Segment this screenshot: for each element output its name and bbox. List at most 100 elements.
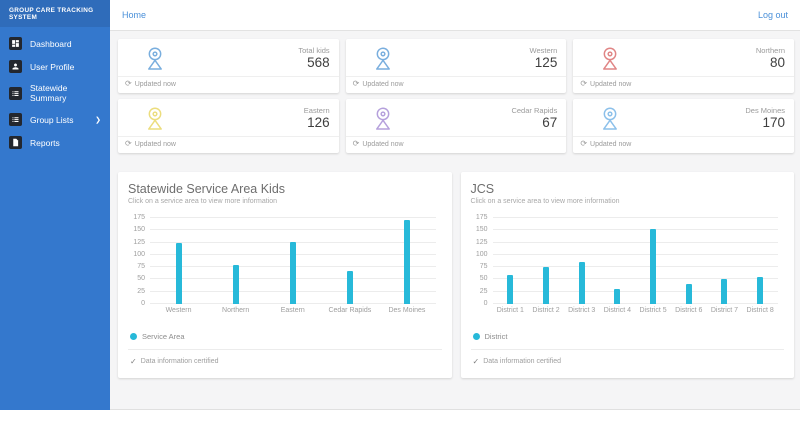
stat-card-eastern[interactable]: Eastern 126 ⟳ Updated now <box>118 99 339 153</box>
x-axis-label: District 4 <box>603 307 632 314</box>
stat-card-label: Des Moines <box>745 106 785 115</box>
gridline: 75 <box>480 263 778 270</box>
updated-text: Updated now <box>590 140 632 148</box>
bar-northern[interactable] <box>232 264 239 304</box>
bar-cedar-rapids[interactable] <box>346 271 353 304</box>
plot-area: 0 25 50 75 100 125 150 175 <box>133 214 436 307</box>
bar-district-5[interactable] <box>650 229 657 304</box>
stat-card-value: 568 <box>307 55 330 70</box>
refresh-icon: ⟳ <box>125 139 132 148</box>
x-axis-label: Cedar Rapids <box>328 307 372 314</box>
divider <box>573 136 794 137</box>
x-axis-label: District 8 <box>746 307 774 314</box>
bar-western[interactable] <box>175 242 182 304</box>
y-axis-tick: 125 <box>133 238 145 246</box>
refresh-icon: ⟳ <box>580 139 588 148</box>
legend-dot <box>472 333 480 340</box>
document-icon <box>9 136 22 149</box>
bar-district-4[interactable] <box>614 289 621 304</box>
bar-district-6[interactable] <box>685 284 692 304</box>
refresh-icon: ⟳ <box>352 139 360 148</box>
location-pin-icon <box>599 45 621 77</box>
y-axis-tick: 50 <box>137 275 145 283</box>
gridline: 175 <box>476 214 778 221</box>
updated-status: ⟳ Updated now <box>125 140 176 148</box>
sidebar-item-label: Reports <box>30 137 60 148</box>
gridline: 25 <box>480 288 778 295</box>
location-pin-icon <box>144 45 166 77</box>
x-axis-label: District 5 <box>639 307 667 314</box>
bar-district-7[interactable] <box>721 279 728 304</box>
x-axis-label: District 7 <box>710 307 739 314</box>
x-axis-label: District 6 <box>675 307 703 314</box>
sidebar-item-group-lists[interactable]: Group Lists ❯ <box>0 108 110 131</box>
stat-card-northern[interactable]: Northern 80 ⟳ Updated now <box>573 39 794 93</box>
divider <box>345 136 567 137</box>
user-icon <box>9 60 22 73</box>
stat-card-cedar-rapids[interactable]: Cedar Rapids 67 ⟳ Updated now <box>345 99 567 153</box>
bar-district-3[interactable] <box>578 262 585 304</box>
check-icon: ✓ <box>130 357 137 366</box>
x-axis-label: District 1 <box>496 307 524 314</box>
sidebar-item-label: Group Lists <box>30 114 74 125</box>
chart-legend[interactable]: District <box>470 327 784 350</box>
divider <box>118 76 339 77</box>
updated-status: ⟳ Updated now <box>353 80 404 88</box>
dashboard-icon <box>9 37 22 50</box>
bar-district-8[interactable] <box>757 276 764 304</box>
plot-area: 0 25 50 75 100 125 150 175 <box>476 214 778 307</box>
updated-status: ⟳ Updated now <box>580 140 631 148</box>
gridline: 150 <box>133 226 436 233</box>
chart-footer: ✓ Data information certified <box>471 350 785 366</box>
x-axis-label: Western <box>165 307 192 314</box>
stat-card-label: Western <box>529 46 558 55</box>
chart-card-service-area: Statewide Service Area Kids Click on a s… <box>118 172 452 378</box>
bar-district-2[interactable] <box>543 267 550 304</box>
stat-card-value: 126 <box>307 115 330 130</box>
x-axis-label: Des Moines <box>388 307 426 314</box>
stat-card-western[interactable]: Western 125 ⟳ Updated now <box>345 39 567 93</box>
x-axis-label: Eastern <box>280 307 305 314</box>
charts-row: Statewide Service Area Kids Click on a s… <box>118 172 794 378</box>
chart-title: JCS <box>470 182 495 196</box>
gridline: 100 <box>476 251 778 258</box>
updated-text: Updated now <box>362 80 404 88</box>
y-axis-tick: 125 <box>475 238 488 246</box>
legend-label: District <box>484 332 508 341</box>
y-axis-tick: 100 <box>133 250 145 258</box>
check-icon: ✓ <box>472 357 480 366</box>
sidebar-item-reports[interactable]: Reports <box>0 131 110 154</box>
sidebar-item-statewide-summary[interactable]: Statewide Summary <box>0 78 110 108</box>
stat-card-value: 67 <box>542 115 558 130</box>
updated-text: Updated now <box>134 80 176 88</box>
chart-legend[interactable]: Service Area <box>128 327 442 350</box>
updated-status: ⟳ Updated now <box>353 140 404 148</box>
logout-link[interactable]: Log out <box>757 10 788 20</box>
refresh-icon: ⟳ <box>352 79 360 88</box>
legend-dot <box>130 333 137 340</box>
divider <box>118 136 339 137</box>
stat-card-total-kids[interactable]: Total kids 568 ⟳ Updated now <box>118 39 339 93</box>
list-icon <box>9 113 22 126</box>
sidebar-item-user-profile[interactable]: User Profile <box>0 55 110 78</box>
y-axis-tick: 50 <box>479 275 488 283</box>
chart-title: Statewide Service Area Kids <box>128 182 286 196</box>
y-axis-tick: 175 <box>133 214 145 221</box>
chart-subtitle: Click on a service area to view more inf… <box>128 198 278 205</box>
stat-card-des-moines[interactable]: Des Moines 170 ⟳ Updated now <box>573 99 794 153</box>
chevron-right-icon: ❯ <box>95 116 101 124</box>
bar-des-moines[interactable] <box>403 220 410 304</box>
bar-district-1[interactable] <box>507 274 514 304</box>
bar-eastern[interactable] <box>289 242 296 304</box>
stat-card-value: 125 <box>534 55 558 70</box>
divider <box>573 76 794 77</box>
x-axis-label: District 3 <box>568 307 596 314</box>
y-axis-tick: 150 <box>475 226 488 234</box>
stat-card-value: 80 <box>769 55 785 70</box>
stat-card-label: Cedar Rapids <box>511 106 558 115</box>
y-axis-tick: 25 <box>479 287 488 295</box>
topbar: Home Log out <box>110 0 800 31</box>
home-link[interactable]: Home <box>122 10 147 20</box>
sidebar-item-dashboard[interactable]: Dashboard <box>0 32 110 55</box>
